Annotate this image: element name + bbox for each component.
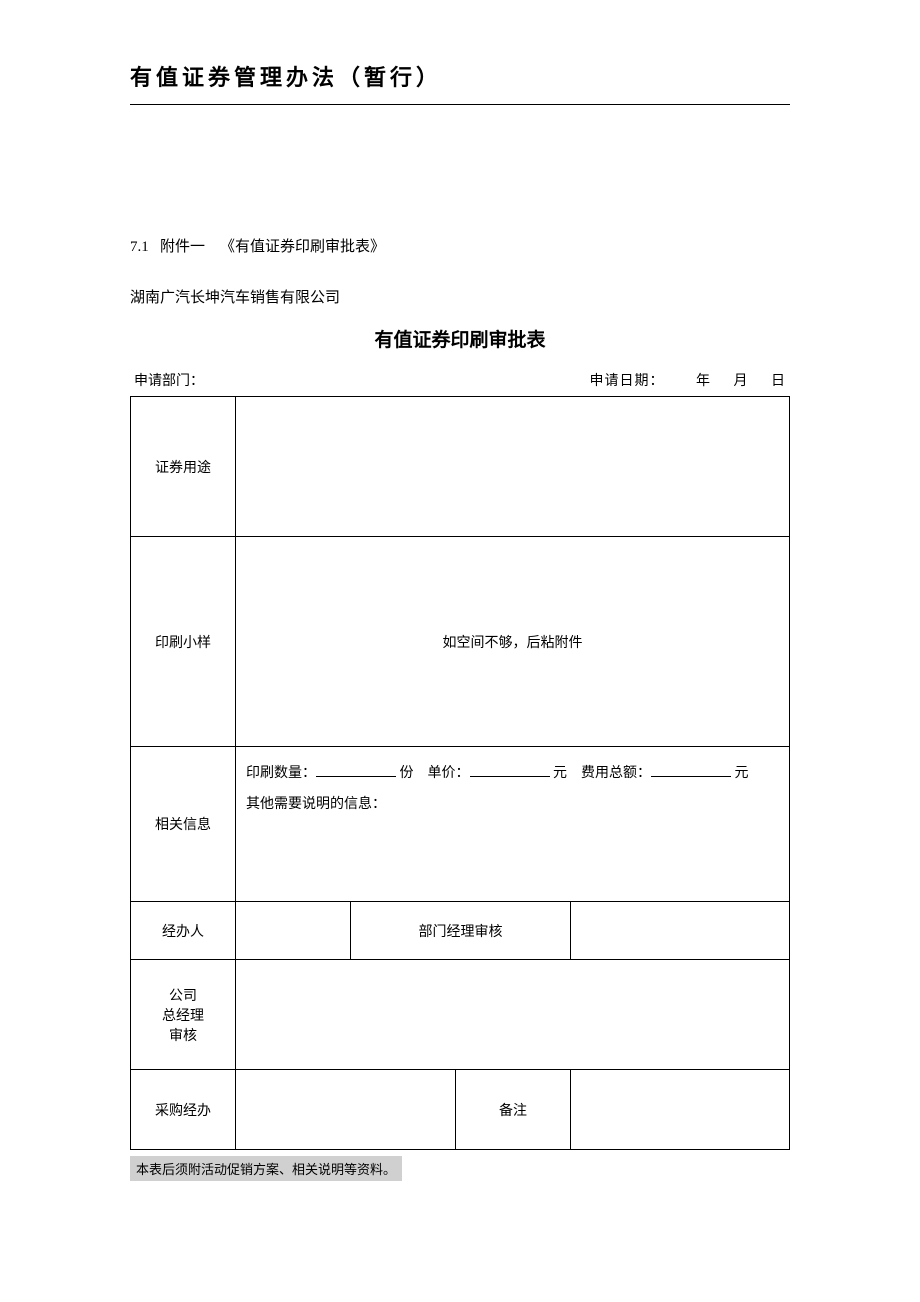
apply-date-label: 申请日期：: [590, 374, 665, 389]
info-value-cell: 印刷数量： 份 单价： 元 费用总额： 元 其他需要说明的信息：: [236, 747, 790, 902]
apply-date: 申请日期： 年 月 日: [590, 370, 787, 390]
attachment-label: 附件一: [160, 239, 205, 255]
footer-note-wrap: 本表后须附活动促销方案、相关说明等资料。: [130, 1150, 790, 1181]
year-unit: 年: [696, 374, 711, 389]
document-header: 有值证券管理办法（暂行）: [130, 60, 790, 105]
month-unit: 月: [734, 374, 749, 389]
gm-label-l2: 总经理: [141, 1005, 225, 1025]
attachment-number: 7.1: [130, 239, 149, 255]
price-unit: 元: [553, 766, 567, 781]
purpose-label-cell: 证券用途: [131, 397, 236, 537]
qty-blank: [316, 763, 396, 777]
info-label-cell: 相关信息: [131, 747, 236, 902]
gm-label-cell: 公司 总经理 审核: [131, 960, 236, 1070]
gm-value-cell: [236, 960, 790, 1070]
gm-label-l3: 审核: [141, 1025, 225, 1045]
remark-value-cell: [571, 1070, 790, 1150]
other-info-label: 其他需要说明的信息：: [246, 792, 779, 819]
attachment-name: 《有值证券印刷审批表》: [220, 239, 385, 255]
gm-label-l1: 公司: [141, 985, 225, 1005]
qty-label: 印刷数量：: [246, 766, 316, 781]
handler-label-cell: 经办人: [131, 902, 236, 960]
purchase-label-cell: 采购经办: [131, 1070, 236, 1150]
approval-form-table: 证券用途 印刷小样 如空间不够，后粘附件 相关信息 印刷数量： 份 单价： 元 …: [130, 396, 790, 1150]
total-unit: 元: [735, 766, 749, 781]
footer-note: 本表后须附活动促销方案、相关说明等资料。: [130, 1156, 402, 1181]
sample-label-cell: 印刷小样: [131, 537, 236, 747]
company-name: 湖南广汽长坤汽车销售有限公司: [130, 286, 790, 307]
dept-mgr-value-cell: [571, 902, 790, 960]
handler-value-cell: [236, 902, 351, 960]
price-blank: [470, 763, 550, 777]
purchase-value-cell: [236, 1070, 456, 1150]
total-blank: [651, 763, 731, 777]
sample-value-cell: 如空间不够，后粘附件: [236, 537, 790, 747]
purpose-value-cell: [236, 397, 790, 537]
form-title: 有值证券印刷审批表: [130, 325, 790, 352]
price-label: 单价：: [428, 766, 470, 781]
apply-row: 申请部门： 申请日期： 年 月 日: [130, 370, 790, 390]
apply-dept-label: 申请部门：: [134, 370, 204, 390]
total-label: 费用总额：: [581, 766, 651, 781]
dept-mgr-label-cell: 部门经理审核: [351, 902, 571, 960]
qty-unit: 份: [400, 766, 414, 781]
day-unit: 日: [771, 374, 786, 389]
remark-label-cell: 备注: [456, 1070, 571, 1150]
attachment-line: 7.1 附件一 《有值证券印刷审批表》: [130, 235, 790, 256]
